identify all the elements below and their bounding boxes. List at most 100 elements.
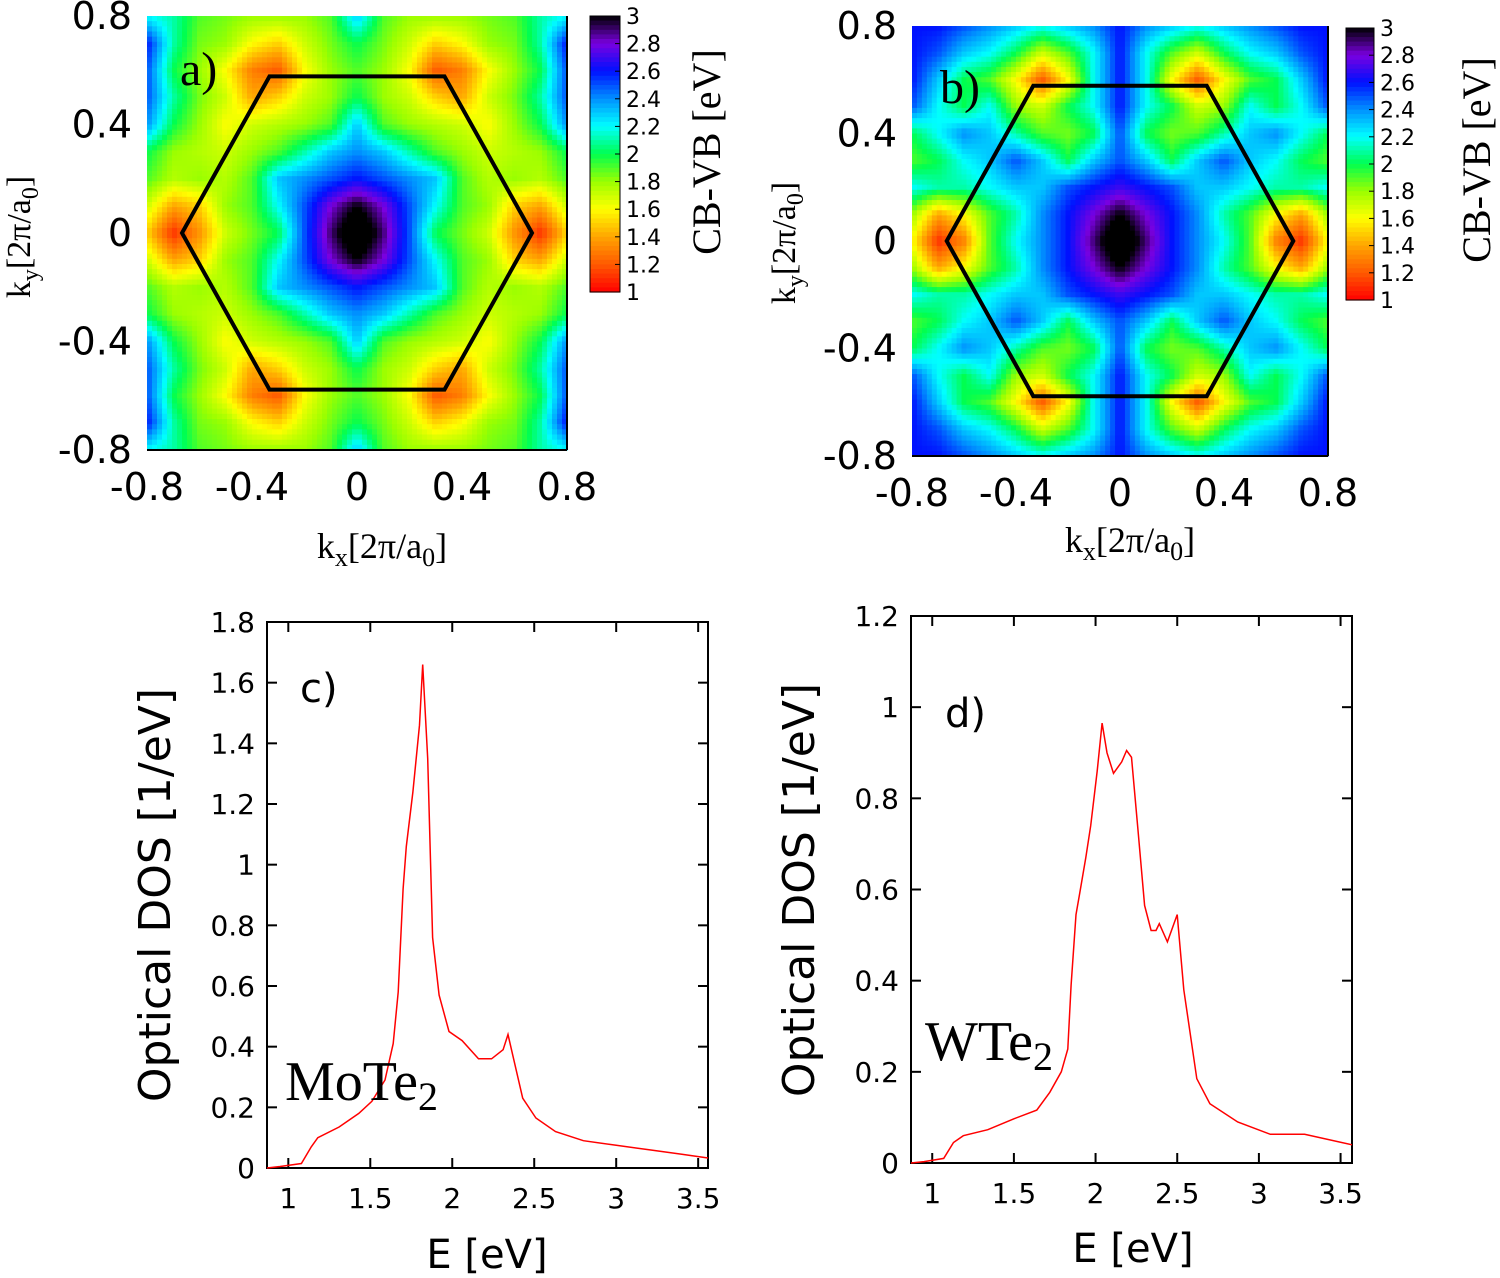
heatmap-cell	[522, 196, 528, 203]
heatmap-cell	[462, 243, 468, 250]
heatmap-cell	[307, 233, 313, 239]
heatmap-cell	[357, 145, 363, 151]
heatmap-cell	[457, 289, 463, 296]
heatmap-cell	[382, 150, 388, 157]
heatmap-cell	[262, 72, 268, 79]
heatmap-cell	[452, 78, 458, 84]
heatmap-cell	[222, 176, 228, 182]
heatmap-cell	[197, 155, 203, 162]
heatmap-cell	[257, 165, 263, 172]
heatmap-cell	[157, 103, 163, 110]
heatmap-cell	[167, 52, 173, 58]
heatmap-cell	[337, 207, 343, 213]
heatmap-cell	[472, 52, 478, 58]
heatmap-cell	[557, 207, 563, 213]
heatmap-cell	[262, 310, 268, 317]
heatmap-cell	[457, 202, 463, 208]
heatmap-cell	[542, 191, 548, 198]
heatmap-cell	[282, 289, 288, 296]
heatmap-cell	[502, 62, 508, 69]
heatmap-cell	[302, 78, 308, 84]
heatmap-cell	[517, 114, 523, 120]
heatmap-cell	[422, 88, 428, 95]
heatmap-cell	[552, 196, 558, 203]
heatmap-cell	[347, 227, 353, 234]
heatmap-cell	[197, 248, 203, 255]
heatmap-cell	[462, 21, 468, 27]
heatmap-cell	[462, 217, 468, 224]
heatmap-cell	[467, 78, 473, 84]
heatmap-cell	[357, 155, 363, 162]
heatmap-cell	[222, 31, 228, 38]
heatmap-cell	[217, 248, 223, 255]
heatmap-cell	[532, 284, 538, 291]
heatmap-cell	[497, 253, 503, 260]
heatmap-cell	[272, 36, 278, 43]
heatmap-cell	[562, 119, 568, 126]
heatmap-cell	[257, 186, 263, 193]
heatmap-cell	[542, 186, 548, 193]
heatmap-cell	[192, 134, 198, 141]
heatmap-cell	[517, 227, 523, 234]
heatmap-cell	[427, 134, 433, 141]
heatmap-cell	[517, 171, 523, 177]
heatmap-cell	[257, 295, 263, 301]
heatmap-cell	[212, 191, 218, 198]
heatmap-cell	[492, 264, 498, 270]
heatmap-cell	[397, 36, 403, 43]
heatmap-cell	[227, 248, 233, 255]
heatmap-cell	[412, 109, 418, 115]
heatmap-cell	[147, 78, 153, 84]
heatmap-cell	[432, 243, 438, 250]
heatmap-cell	[462, 124, 468, 131]
heatmap-cell	[492, 21, 498, 27]
heatmap-cell	[382, 78, 388, 84]
heatmap-cell	[247, 207, 253, 213]
heatmap-cell	[172, 21, 178, 27]
heatmap-cell	[157, 233, 163, 239]
heatmap-cell	[232, 160, 238, 167]
heatmap-cell	[487, 279, 493, 286]
heatmap-cell	[287, 253, 293, 260]
heatmap-cell	[407, 36, 413, 43]
heatmap-cell	[222, 315, 228, 322]
heatmap-cell	[437, 186, 443, 193]
heatmap-cell	[497, 31, 503, 38]
heatmap-cell	[547, 310, 553, 317]
heatmap-cell	[157, 124, 163, 131]
heatmap-cell	[562, 103, 568, 110]
heatmap-cell	[407, 16, 413, 22]
heatmap-cell	[157, 98, 163, 105]
heatmap-cell	[522, 264, 528, 270]
heatmap-cell	[482, 222, 488, 229]
heatmap-cell	[287, 36, 293, 43]
heatmap-cell	[417, 227, 423, 234]
heatmap-cell	[487, 119, 493, 126]
heatmap-cell	[502, 114, 508, 120]
heatmap-cell	[147, 264, 153, 270]
heatmap-cell	[182, 26, 188, 33]
heatmap-cell	[542, 36, 548, 43]
heatmap-cell	[507, 36, 513, 43]
heatmap-cell	[472, 78, 478, 84]
heatmap-cell	[207, 119, 213, 126]
heatmap-cell	[167, 124, 173, 131]
heatmap-cell	[487, 264, 493, 270]
heatmap-cell	[437, 310, 443, 317]
heatmap-cell	[332, 248, 338, 255]
heatmap-cell	[382, 295, 388, 301]
heatmap-cell	[197, 310, 203, 317]
heatmap-cell	[167, 227, 173, 234]
heatmap-cell	[407, 88, 413, 95]
heatmap-cell	[377, 16, 383, 22]
heatmap-cell	[432, 93, 438, 100]
heatmap-cell	[212, 264, 218, 270]
heatmap-cell	[372, 109, 378, 115]
heatmap-cell	[262, 191, 268, 198]
heatmap-cell	[362, 129, 368, 136]
heatmap-cell	[372, 124, 378, 131]
heatmap-cell	[402, 140, 408, 146]
heatmap-cell	[172, 57, 178, 64]
heatmap-cell	[327, 62, 333, 69]
heatmap-cell	[347, 191, 353, 198]
